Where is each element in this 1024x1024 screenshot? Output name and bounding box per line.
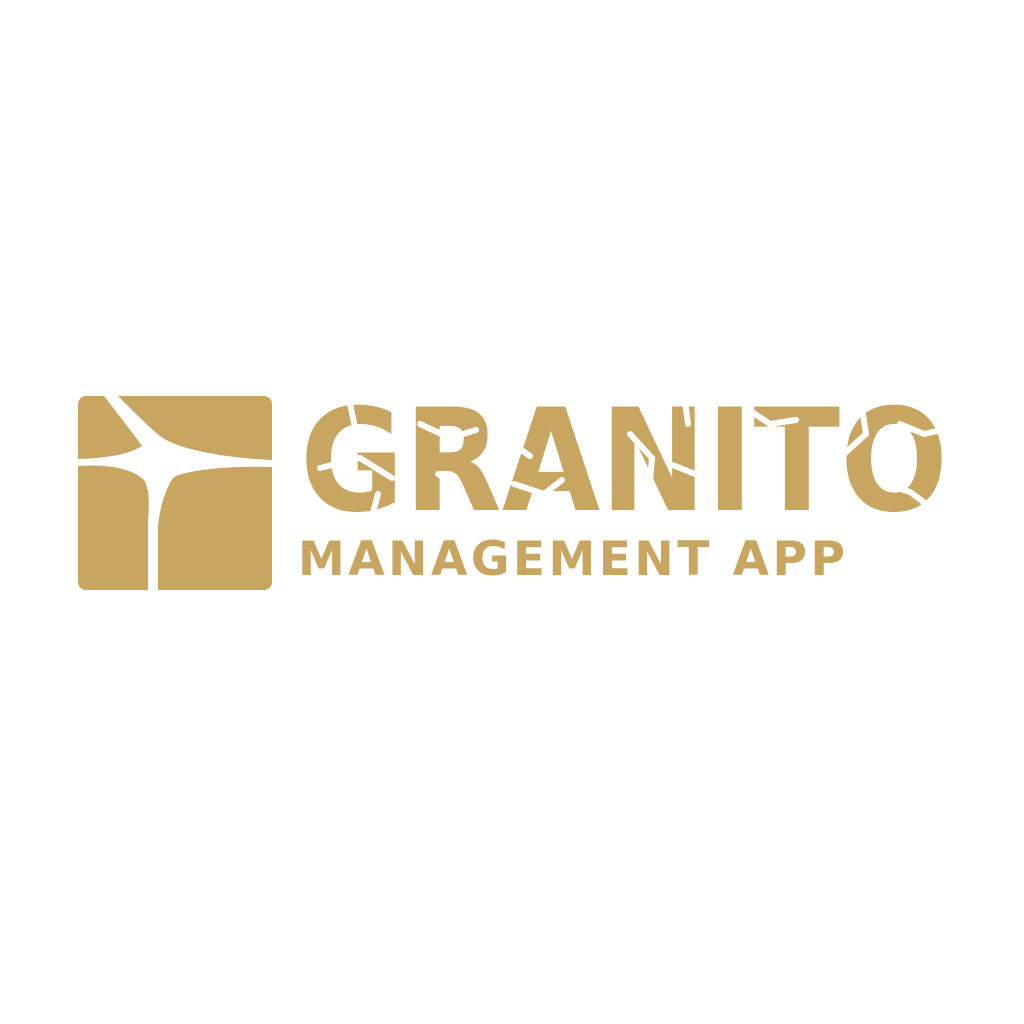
brand-name: GRANITO xyxy=(300,394,948,524)
logo-lockup: GRANITO MANAGEMENT APP xyxy=(78,394,950,594)
granite-block-icon xyxy=(78,396,272,590)
brand-wordmark: GRANITO xyxy=(300,394,950,524)
brand-tagline: MANAGEMENT APP xyxy=(298,532,849,587)
